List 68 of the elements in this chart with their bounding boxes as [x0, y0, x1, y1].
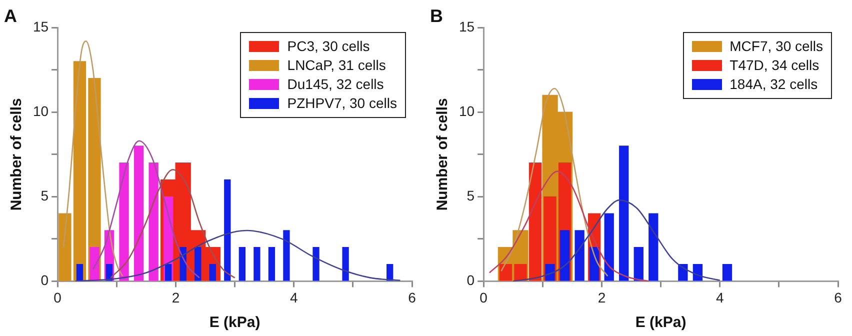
line-series	[74, 230, 401, 282]
legend-label: PZHPV7, 30 cells	[287, 95, 397, 112]
y-tick-label: 15	[458, 18, 475, 34]
bar	[148, 162, 158, 281]
bar	[76, 264, 84, 281]
bar	[678, 264, 688, 281]
x-tick-label: 4	[290, 289, 298, 306]
line-series	[488, 170, 650, 282]
legend-label: PC3, 30 cells	[287, 38, 370, 54]
y-tick-label: 10	[458, 102, 475, 119]
x-axis-title: E (kPa)	[209, 314, 260, 332]
legend-label: Du145, 32 cells	[287, 76, 384, 92]
bar	[342, 247, 349, 281]
bar	[312, 247, 320, 281]
x-tick-label: 6	[834, 289, 842, 306]
bar	[722, 264, 732, 281]
bar	[574, 230, 584, 281]
legend-label: 184A, 32 cells	[730, 76, 818, 92]
bar	[224, 179, 231, 281]
bar	[604, 213, 614, 281]
x-axis-title: E (kPa)	[635, 314, 686, 332]
line-series	[62, 40, 124, 277]
line-series	[110, 168, 236, 278]
bar	[209, 264, 216, 281]
bar	[73, 61, 86, 281]
x-tick-label: 0	[480, 289, 488, 306]
bar	[545, 264, 555, 281]
bar	[134, 146, 144, 281]
y-tick-label: 15	[32, 18, 49, 34]
y-axis-title: Number of cells	[8, 98, 26, 211]
x-tick-label: 2	[598, 289, 606, 306]
x-tick-label: 4	[716, 289, 724, 306]
line-series	[500, 88, 608, 277]
bar	[619, 146, 629, 281]
legend-label: LNCaP, 31 cells	[287, 57, 386, 74]
line-series	[92, 140, 200, 278]
bar	[692, 264, 703, 281]
bar	[386, 264, 394, 281]
bar	[514, 264, 527, 281]
bar	[590, 247, 600, 281]
bar	[268, 247, 276, 281]
bar	[560, 230, 570, 281]
y-tick-label: 5	[40, 188, 49, 204]
y-tick-label: 5	[466, 188, 475, 204]
chart-title: B	[430, 6, 443, 26]
y-axis-title: Number of cells	[434, 98, 452, 211]
bar	[165, 264, 172, 281]
legend-label: T47D, 34 cells	[730, 57, 820, 74]
bar	[90, 247, 100, 281]
line-series	[512, 199, 721, 282]
bar	[238, 247, 246, 281]
bar	[254, 247, 260, 281]
bar	[499, 264, 512, 281]
bar	[648, 213, 658, 281]
bar	[194, 247, 202, 281]
bar	[528, 162, 542, 281]
x-tick-label: 2	[172, 289, 180, 306]
x-tick-label: 6	[408, 289, 416, 306]
bar	[119, 162, 129, 281]
bar	[58, 213, 72, 281]
y-tick-label: 0	[40, 272, 49, 288]
legend-label: MCF7, 30 cells	[730, 38, 823, 54]
y-tick-label: 10	[32, 102, 49, 119]
x-tick-label: 0	[54, 289, 62, 306]
bar	[283, 230, 290, 281]
chart-title: A	[4, 6, 17, 26]
bar	[634, 247, 644, 281]
y-tick-label: 0	[466, 272, 475, 288]
